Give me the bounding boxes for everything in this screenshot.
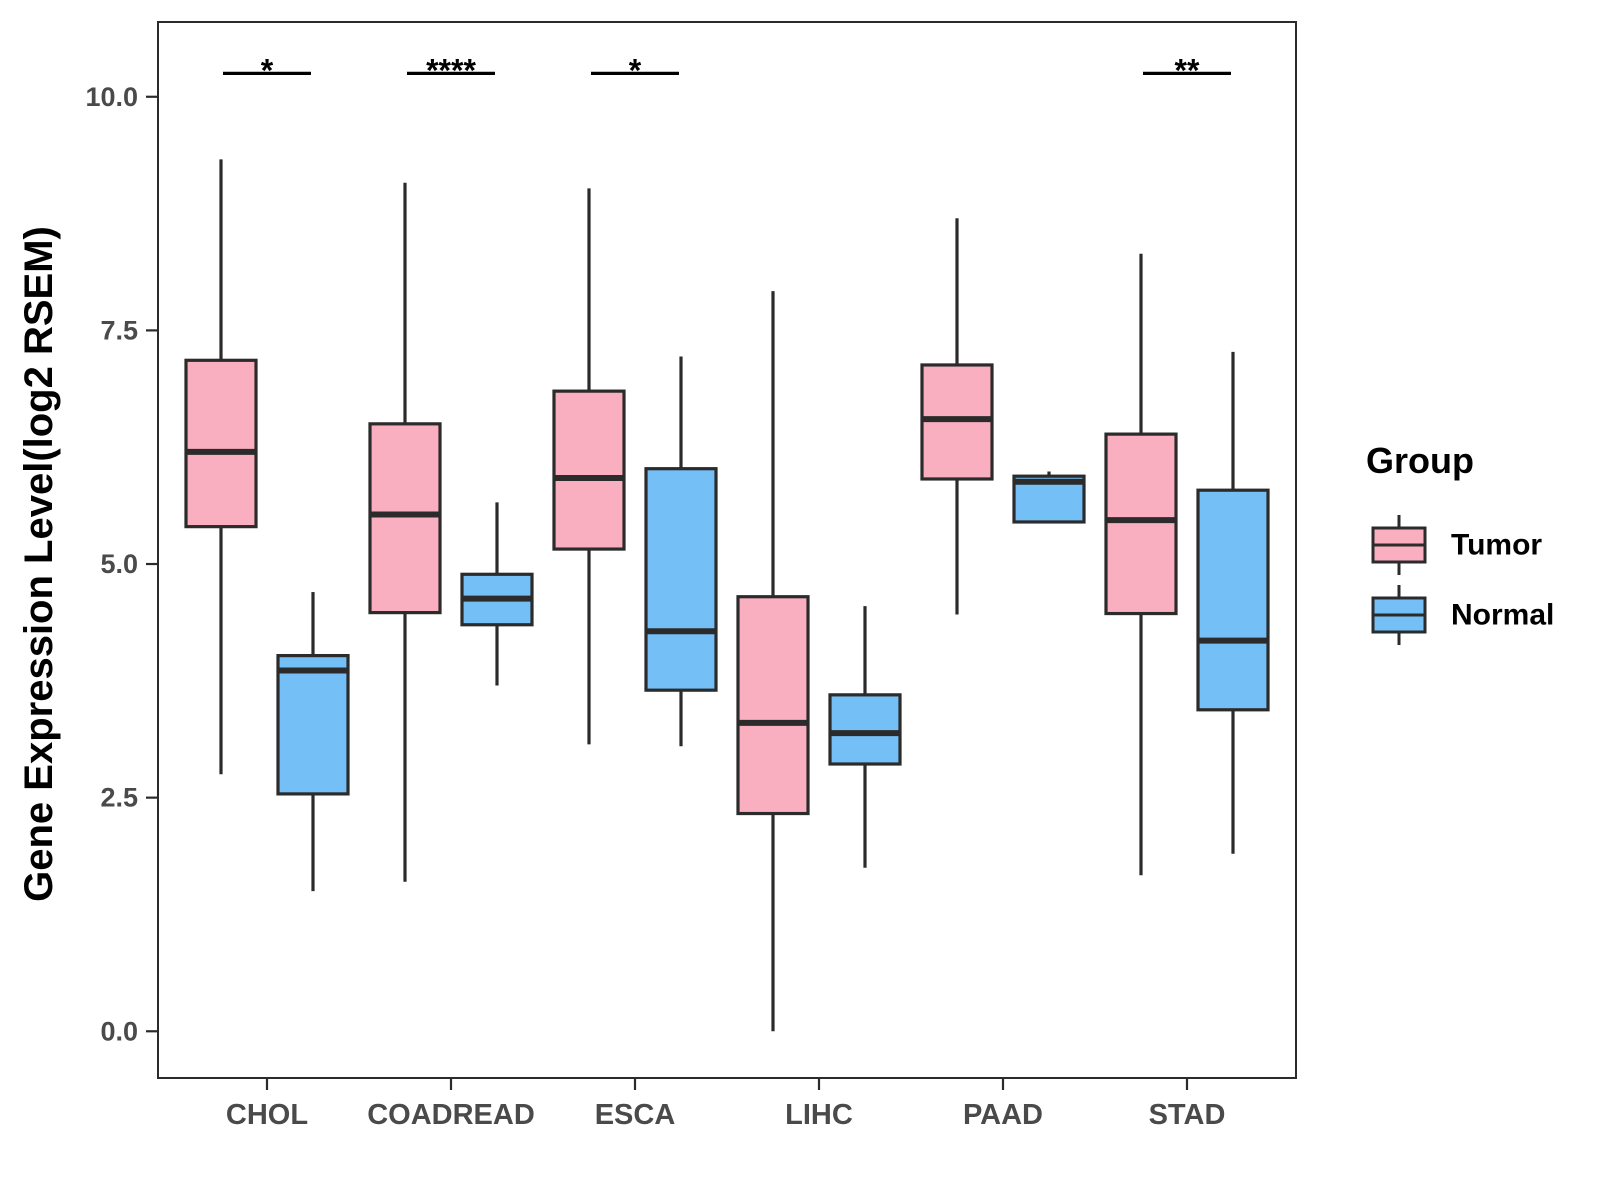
y-tick-label: 7.5	[100, 315, 138, 345]
y-tick-label: 0.0	[100, 1016, 138, 1046]
significance-stars: **	[1175, 52, 1200, 88]
iqr-box	[828, 693, 902, 766]
box-normal-lihc	[828, 606, 902, 868]
boxes-layer	[184, 159, 1270, 1032]
box-normal-coadread	[460, 502, 534, 686]
significance-stars: *	[629, 52, 642, 88]
axes-layer: 0.0 2.5 5.0 7.5 10.0 CHOL COADREAD ESCA LIHC PAAD…	[17, 21, 1297, 1131]
x-tick-label-chol: CHOL	[226, 1099, 308, 1131]
box-tumor-lihc	[736, 291, 810, 1032]
box-normal-chol	[276, 592, 350, 892]
box-normal-stad	[1196, 351, 1270, 854]
iqr-box	[184, 358, 258, 529]
iqr-box	[736, 595, 810, 816]
x-tick-label-paad: PAAD	[963, 1099, 1043, 1131]
iqr-box	[1104, 432, 1178, 616]
y-tick-label: 10.0	[85, 82, 138, 112]
legend-label-normal: Normal	[1451, 599, 1554, 632]
legend-title: Group	[1366, 440, 1474, 481]
box-tumor-chol	[184, 159, 258, 775]
significance-annotations: * **** * **	[223, 52, 1231, 88]
plot-panel-border	[157, 21, 1297, 1079]
significance-stars: *	[261, 52, 274, 88]
box-tumor-stad	[1104, 253, 1178, 876]
legend-key-normal	[1371, 585, 1427, 645]
iqr-box	[1196, 488, 1270, 712]
box-tumor-paad	[920, 218, 994, 615]
x-tick-label-stad: STAD	[1149, 1099, 1226, 1131]
y-tick-label: 2.5	[100, 783, 138, 813]
box-normal-esca	[644, 356, 718, 747]
iqr-box	[552, 389, 626, 551]
iqr-box	[644, 467, 718, 692]
box-tumor-coadread	[368, 182, 442, 882]
legend: Group Tumor Normal	[1366, 440, 1554, 645]
legend-key-tumor	[1371, 515, 1427, 575]
x-tick-label-lihc: LIHC	[785, 1099, 853, 1131]
box-tumor-esca	[552, 188, 626, 745]
x-tick-label-coadread: COADREAD	[367, 1099, 535, 1131]
y-axis-title: Gene Expression Level(log2 RSEM)	[17, 226, 61, 902]
significance-stars: ****	[426, 52, 476, 88]
y-tick-label: 5.0	[100, 549, 138, 579]
legend-label-tumor: Tumor	[1451, 529, 1542, 562]
iqr-box	[276, 653, 350, 796]
box-normal-paad	[1012, 471, 1086, 524]
iqr-box	[368, 422, 442, 615]
x-tick-label-esca: ESCA	[595, 1099, 676, 1131]
